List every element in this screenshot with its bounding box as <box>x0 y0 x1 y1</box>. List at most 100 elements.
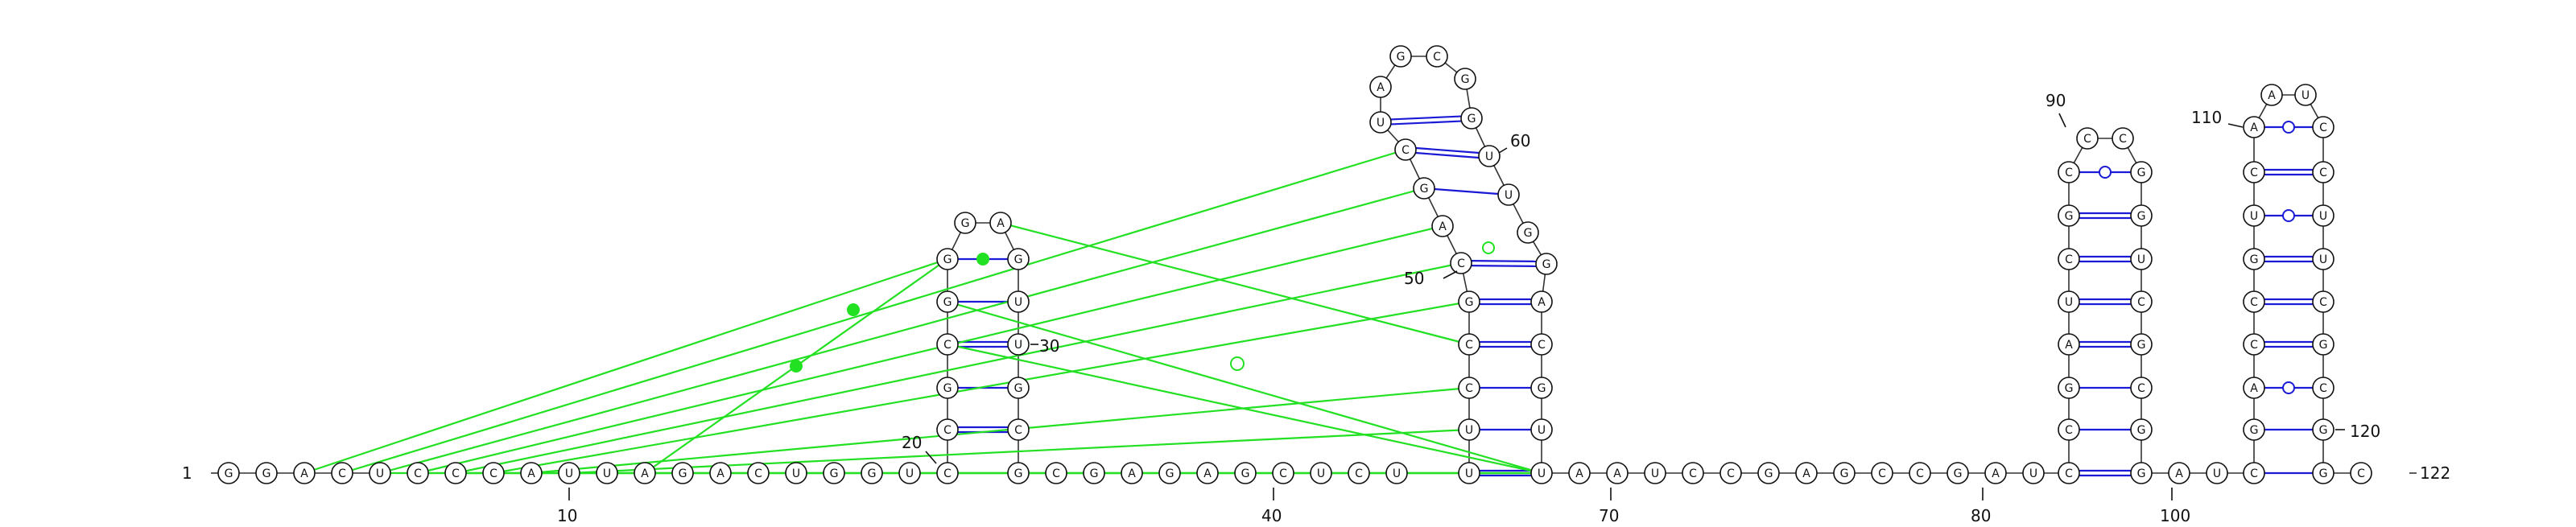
nucleotide-letter: C <box>1465 339 1473 352</box>
nucleotide-letter: G <box>2065 210 2074 223</box>
nucleotide-61: G <box>1517 221 1539 244</box>
nucleotide-68: A <box>1568 462 1591 484</box>
nucleotide-99: A <box>2168 462 2190 484</box>
nucleotide-circle <box>1458 377 1480 399</box>
nucleotide-circle <box>1757 462 1780 484</box>
nucleotide-circle <box>1385 462 1408 484</box>
long-range-interactions-layer <box>303 148 1542 475</box>
nucleotide-55: G <box>1389 45 1412 68</box>
nucleotide-14: A <box>709 462 732 484</box>
nucleotide-circle <box>1719 462 1742 484</box>
nucleotide-3: A <box>293 462 316 484</box>
base-pairs-layer <box>958 115 2313 477</box>
nucleotide-103: A <box>2243 377 2265 399</box>
nucleotide-letter: U <box>565 467 573 480</box>
nucleotide-106: G <box>2243 248 2265 270</box>
nucleotide-circle <box>1158 462 1181 484</box>
nucleotide-circle <box>1450 252 1472 274</box>
tertiary-interaction-line <box>530 386 1470 475</box>
nucleotide-23: C <box>936 333 959 356</box>
nucleotide-letter: U <box>2065 296 2073 309</box>
nucleotide-47: C <box>1458 333 1480 356</box>
nucleotide-letter: G <box>1542 258 1551 271</box>
nucleotide-letter: U <box>792 467 800 480</box>
nucleotide-circle <box>369 462 391 484</box>
position-tick <box>925 451 937 464</box>
nucleotide-113: C <box>2312 161 2334 183</box>
nucleotide-15: C <box>747 462 770 484</box>
nucleotide-letter: G <box>1468 113 1476 126</box>
nucleotide-letter: C <box>2319 121 2327 134</box>
nucleotide-circle <box>1530 462 1553 484</box>
nucleotide-38: A <box>1196 462 1219 484</box>
nucleotide-letter: A <box>997 217 1005 230</box>
nucleotide-letter: A <box>716 467 724 480</box>
nucleotide-letter: U <box>1651 467 1659 480</box>
nucleotide-circle <box>1234 462 1257 484</box>
nucleotide-90: C <box>2112 127 2134 150</box>
nucleotide-letter: G <box>1420 183 1429 196</box>
nucleotide-letter: U <box>1377 117 1385 130</box>
nucleotide-letter: U <box>1538 467 1546 480</box>
nucleotide-circle <box>1535 253 1558 275</box>
position-tick <box>1443 270 1458 279</box>
nucleotide-107: U <box>2243 204 2265 227</box>
nucleotide-circle <box>2350 462 2372 484</box>
nucleotide-110: A <box>2260 84 2283 106</box>
base-pair-line <box>1391 120 1462 126</box>
nucleotide-circle <box>1007 333 1030 356</box>
nucleotide-letter: U <box>1465 424 1473 437</box>
nucleotide-letter: A <box>2175 467 2183 480</box>
nucleotide-circle <box>2112 127 2134 150</box>
nucleotide-letter: G <box>2137 467 2146 480</box>
nucleotide-letter: U <box>603 467 611 480</box>
nucleotide-circle <box>2312 161 2334 183</box>
nucleotide-letter: U <box>2250 210 2258 223</box>
tertiary-interaction-line <box>1000 221 1470 346</box>
position-tick <box>2227 123 2244 128</box>
nucleotide-circle <box>1426 45 1448 68</box>
nucleotide-94: C <box>2130 290 2153 313</box>
nucleotide-circle <box>634 462 656 484</box>
nucleotide-circle <box>2312 290 2334 313</box>
tertiary-interaction-line <box>303 257 948 475</box>
nucleotide-letter: C <box>414 467 422 480</box>
tertiary-interaction-line <box>379 187 1425 475</box>
nucleotide-circle <box>709 462 732 484</box>
nucleotide-letter: C <box>1689 467 1697 480</box>
nucleotide-circle <box>2312 333 2334 356</box>
position-label: 90 <box>2046 91 2066 110</box>
nucleotide-letter: U <box>2213 467 2221 480</box>
nucleotide-circle <box>331 462 353 484</box>
nucleotide-letter: A <box>1203 467 1212 480</box>
nucleotide-78: G <box>1946 462 1969 484</box>
nucleotide-letter: G <box>1465 296 1474 309</box>
nucleotide-100: U <box>2206 462 2228 484</box>
nucleotide-43: U <box>1385 462 1408 484</box>
nucleotide-circle <box>1946 462 1969 484</box>
nucleotide-circle <box>2058 418 2080 441</box>
nucleotide-circle <box>1458 290 1480 313</box>
base-pair-line <box>1415 151 1479 159</box>
nucleotide-111: U <box>2294 84 2317 106</box>
nucleotide-16: U <box>785 462 807 484</box>
nucleotide-letter: C <box>1279 467 1287 480</box>
position-label: 60 <box>1510 131 1530 150</box>
nucleotide-36: A <box>1121 462 1143 484</box>
nucleotide-circle <box>1413 177 1435 200</box>
nucleotide-letter: G <box>262 467 271 480</box>
nucleotide-circle <box>1389 45 1412 68</box>
nucleotide-letter: G <box>2065 382 2074 395</box>
tertiary-interaction-line <box>493 300 1470 475</box>
nucleotide-circle <box>293 462 316 484</box>
nucleotide-circle <box>2130 204 2153 227</box>
tertiary-interaction-line <box>947 300 1542 475</box>
nucleotide-letter: A <box>641 467 649 480</box>
nucleotide-circle <box>2058 204 2080 227</box>
nucleotide-117: G <box>2312 333 2334 356</box>
nucleotide-circle <box>989 212 1012 234</box>
nucleotide-70: U <box>1644 462 1666 484</box>
base-pair-line <box>1390 115 1461 121</box>
nucleotide-93: U <box>2130 248 2153 270</box>
nucleotide-letter: C <box>1916 467 1924 480</box>
